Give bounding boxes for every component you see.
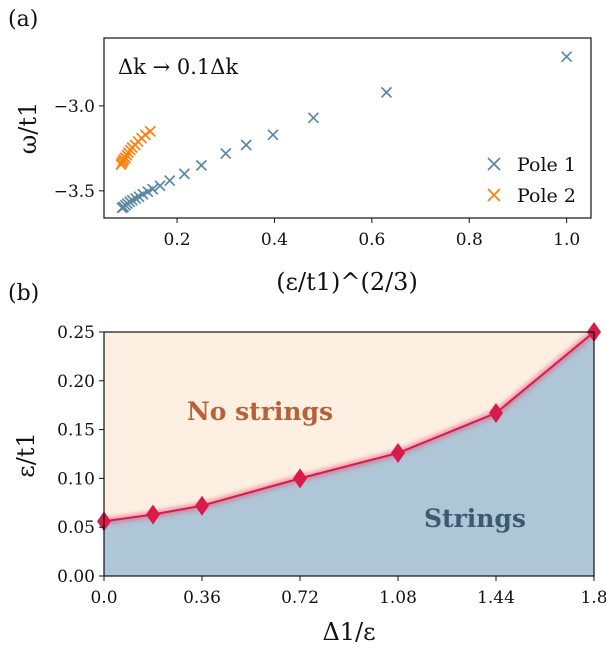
- legend-marker-pole-2: [487, 188, 501, 202]
- pole-2-point: [144, 125, 156, 137]
- pole-1-point: [116, 202, 128, 214]
- panel-a-plot-frame: [103, 37, 592, 219]
- panel-a-y-axis-label: ω/t1: [14, 102, 42, 155]
- panel-b-y-tick-label: 0.00: [57, 567, 95, 587]
- pole-2-point: [115, 158, 127, 171]
- boundary-marker: [293, 468, 307, 489]
- pole-1-point: [133, 191, 145, 203]
- panel-a-y-axis: −3.5 −3.0: [54, 97, 104, 202]
- no-strings-region: [104, 332, 594, 522]
- pole-1-point: [267, 129, 279, 141]
- pole-1-point: [195, 159, 208, 171]
- boundary-markers: [97, 322, 601, 532]
- panel-b-plot-frame: [103, 331, 595, 577]
- boundary-marker: [391, 443, 405, 464]
- panel-b-x-tick-label: 0.0: [90, 588, 117, 608]
- panel-b-y-tick-label: 0.15: [57, 421, 95, 441]
- panel-a-label: (a): [8, 7, 38, 32]
- legend-label-pole-1: Pole 1: [517, 154, 576, 176]
- panel-a-annotation: Δk → 0.1Δk: [118, 55, 238, 79]
- panel-a-x-axis-label: (ε/t1)^(2/3): [276, 268, 418, 296]
- pole-1-point: [307, 112, 320, 124]
- boundary-marker: [489, 403, 503, 424]
- panel-b-x-tick-label: 0.36: [183, 588, 221, 608]
- pole-1-point: [164, 175, 176, 187]
- panel-b-x-axis: 0.0 0.36 0.72 1.08 1.44 1.8: [90, 576, 606, 608]
- pole-1-point: [240, 139, 252, 151]
- panel-a-y-tick-label: −3.0: [54, 97, 95, 117]
- panel-b-y-axis-label: ε/t1: [12, 432, 40, 477]
- panel-a-x-tick-label: 0.2: [164, 230, 191, 250]
- legend-marker-pole-1: [487, 157, 501, 171]
- pole-1-point: [154, 180, 166, 192]
- strings-region-label: Strings: [424, 504, 526, 533]
- pole-1-point: [220, 147, 232, 160]
- panel-b-x-tick-label: 0.72: [281, 588, 319, 608]
- pole-1-point: [561, 51, 573, 63]
- panel-b-x-tick-label: 1.08: [379, 588, 417, 608]
- panel-a-x-tick-label: 0.8: [456, 230, 483, 250]
- no-strings-region-label: No strings: [187, 397, 333, 426]
- pole-1-point: [130, 192, 142, 205]
- pole-1-point: [380, 86, 393, 98]
- panel-b-y-tick-label: 0.25: [57, 323, 95, 343]
- pole-1-point: [178, 168, 190, 180]
- panel-b-x-tick-label: 1.44: [477, 588, 515, 608]
- panel-b-x-tick-label: 1.8: [580, 588, 606, 608]
- panel-a-x-tick-label: 0.4: [261, 230, 288, 250]
- panel-b-y-axis: 0.00 0.05 0.10 0.15 0.20 0.25: [57, 323, 104, 587]
- panel-a-x-tick-label: 1.0: [553, 230, 580, 250]
- panel-b: (b) No strings Strings 0.0 0.36 0.72 1.08 1.…: [8, 281, 606, 646]
- panel-a-legend: Pole 1 Pole 2: [487, 154, 576, 207]
- boundary-marker: [195, 495, 209, 516]
- panel-b-y-tick-label: 0.05: [57, 518, 95, 538]
- panel-a-x-axis: 0.2 0.4 0.6 0.8 1.0: [164, 218, 580, 250]
- boundary-marker: [146, 504, 160, 525]
- panel-b-y-tick-label: 0.20: [57, 372, 95, 392]
- strings-region: [104, 332, 594, 576]
- panel-b-x-axis-label: Δ1/ε: [322, 618, 375, 646]
- legend-label-pole-2: Pole 2: [517, 185, 576, 207]
- panel-a: (a) Δk → 0.1Δk 0.2 0.4 0.6 0.8 1.0 −3.5−3.0 …: [8, 7, 592, 296]
- panel-a-data-points: [115, 51, 573, 214]
- panel-a-y-tick-label: −3.5: [54, 182, 95, 202]
- panel-b-y-tick-label: 0.10: [57, 469, 95, 489]
- panel-a-x-tick-label: 0.6: [358, 230, 385, 250]
- panel-b-label: (b): [8, 281, 39, 306]
